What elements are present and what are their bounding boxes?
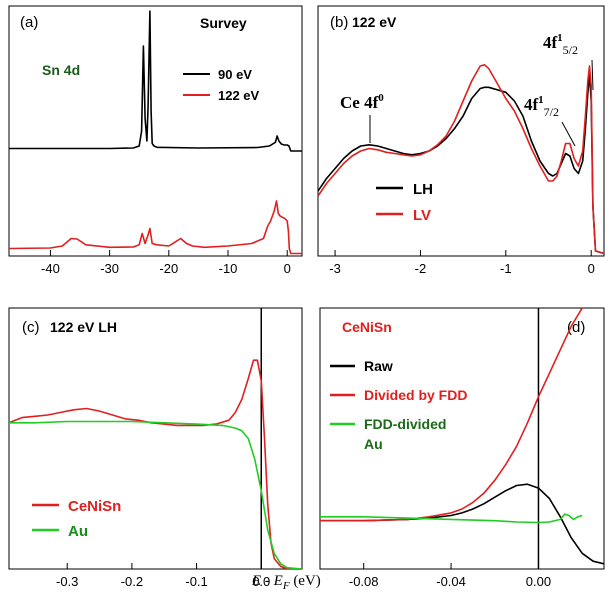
panel-a-label: (a) (20, 14, 38, 31)
panel-d-series-divided-by-fdd (320, 308, 583, 522)
panel-d: (d) CeNiSn Raw Divided by FDD FDD-divide… (319, 307, 605, 589)
panel-d-series-raw (320, 483, 604, 565)
panel-d-title: CeNiSn (342, 319, 392, 335)
legend-label-lv: LV (413, 207, 431, 224)
panel-a-xtick-label: 0 (284, 261, 291, 276)
panel-b-xtick-label: -1 (500, 261, 512, 276)
annotation-sn-4d: Sn 4d (42, 62, 80, 78)
panel-d-frame (319, 307, 605, 570)
legend-label-122ev: 122 eV (218, 88, 260, 103)
legend-label-90ev: 90 eV (218, 67, 252, 82)
legend-label-au: Au (68, 523, 88, 540)
panel-d-series-fdd-divided-au (320, 513, 583, 524)
annotation-4f1-52: 4f15/2 (543, 32, 578, 57)
panel-a-title: Survey (200, 15, 247, 31)
panel-d-xtick-label: -0.08 (349, 574, 379, 589)
annotation-4f1-52-pointer (591, 59, 594, 91)
panel-c-xtick-label: -0.1 (185, 574, 207, 589)
panel-c-xtick-label: 0.0 (252, 574, 270, 589)
panel-b-frame (317, 5, 605, 257)
annotation-4f1-72-pointer (561, 121, 576, 147)
panel-b-xtick-label: 0 (588, 261, 595, 276)
panel-d-xtick-label: -0.04 (436, 574, 466, 589)
annotation-4f1-72: 4f17/2 (524, 94, 559, 119)
legend-label-cenisn: CeNiSn (68, 498, 121, 515)
panel-c-series-au (9, 420, 302, 569)
panel-a-xtick-label: -10 (219, 261, 238, 276)
panel-a: (a) Survey Sn 4d 90 eV 122 eV -40 -30 -20 -… (8, 5, 303, 276)
panel-b-title: 122 eV (352, 14, 397, 30)
panel-d-label: (d) (567, 319, 585, 336)
legend-label-divided-fdd: Divided by FDD (364, 387, 467, 403)
panel-a-frame (8, 5, 303, 257)
panel-c-xtick-label: -0.3 (56, 574, 78, 589)
legend-label-lh: LH (413, 181, 433, 198)
panel-b-series-lv (318, 64, 604, 255)
panel-c-xtick-label: -0.2 (121, 574, 143, 589)
panel-c-label: (c) (22, 319, 40, 336)
panel-b-label: (b) (330, 14, 348, 31)
panel-a-series-122-ev (9, 200, 302, 255)
panel-c-frame (8, 307, 303, 570)
panel-a-xtick-label: -30 (100, 261, 119, 276)
legend-label-raw: Raw (364, 358, 393, 374)
panel-c-title: 122 eV LH (50, 319, 117, 335)
panel-c: (c) 122 eV LH CeNiSn Au -0.3 -0.2 -0.1 0.0 (8, 307, 303, 589)
legend-label-fdd-au-line1: FDD-divided (364, 416, 446, 432)
annotation-ce-4f0: Ce 4f0 (340, 92, 384, 112)
legend-label-fdd-au-line2: Au (364, 436, 383, 452)
legend-label-fdd-au: FDD-divided Au (364, 416, 446, 452)
panel-c-series-cenisn (9, 359, 302, 569)
panel-a-series-90-ev (9, 10, 302, 152)
panel-a-xtick-label: -40 (41, 261, 60, 276)
panel-b-xtick-label: -2 (415, 261, 427, 276)
panel-b-xtick-label: -3 (329, 261, 341, 276)
panel-b: (b) 122 eV Ce 4f0 4f17/2 4f15/2 LH LV -3… (317, 5, 605, 276)
panel-d-xtick-label: 0.00 (526, 574, 551, 589)
x-axis-label: E - EF (eV) (251, 573, 321, 592)
panel-b-series-lh (318, 72, 604, 255)
panel-a-xtick-label: -20 (159, 261, 178, 276)
